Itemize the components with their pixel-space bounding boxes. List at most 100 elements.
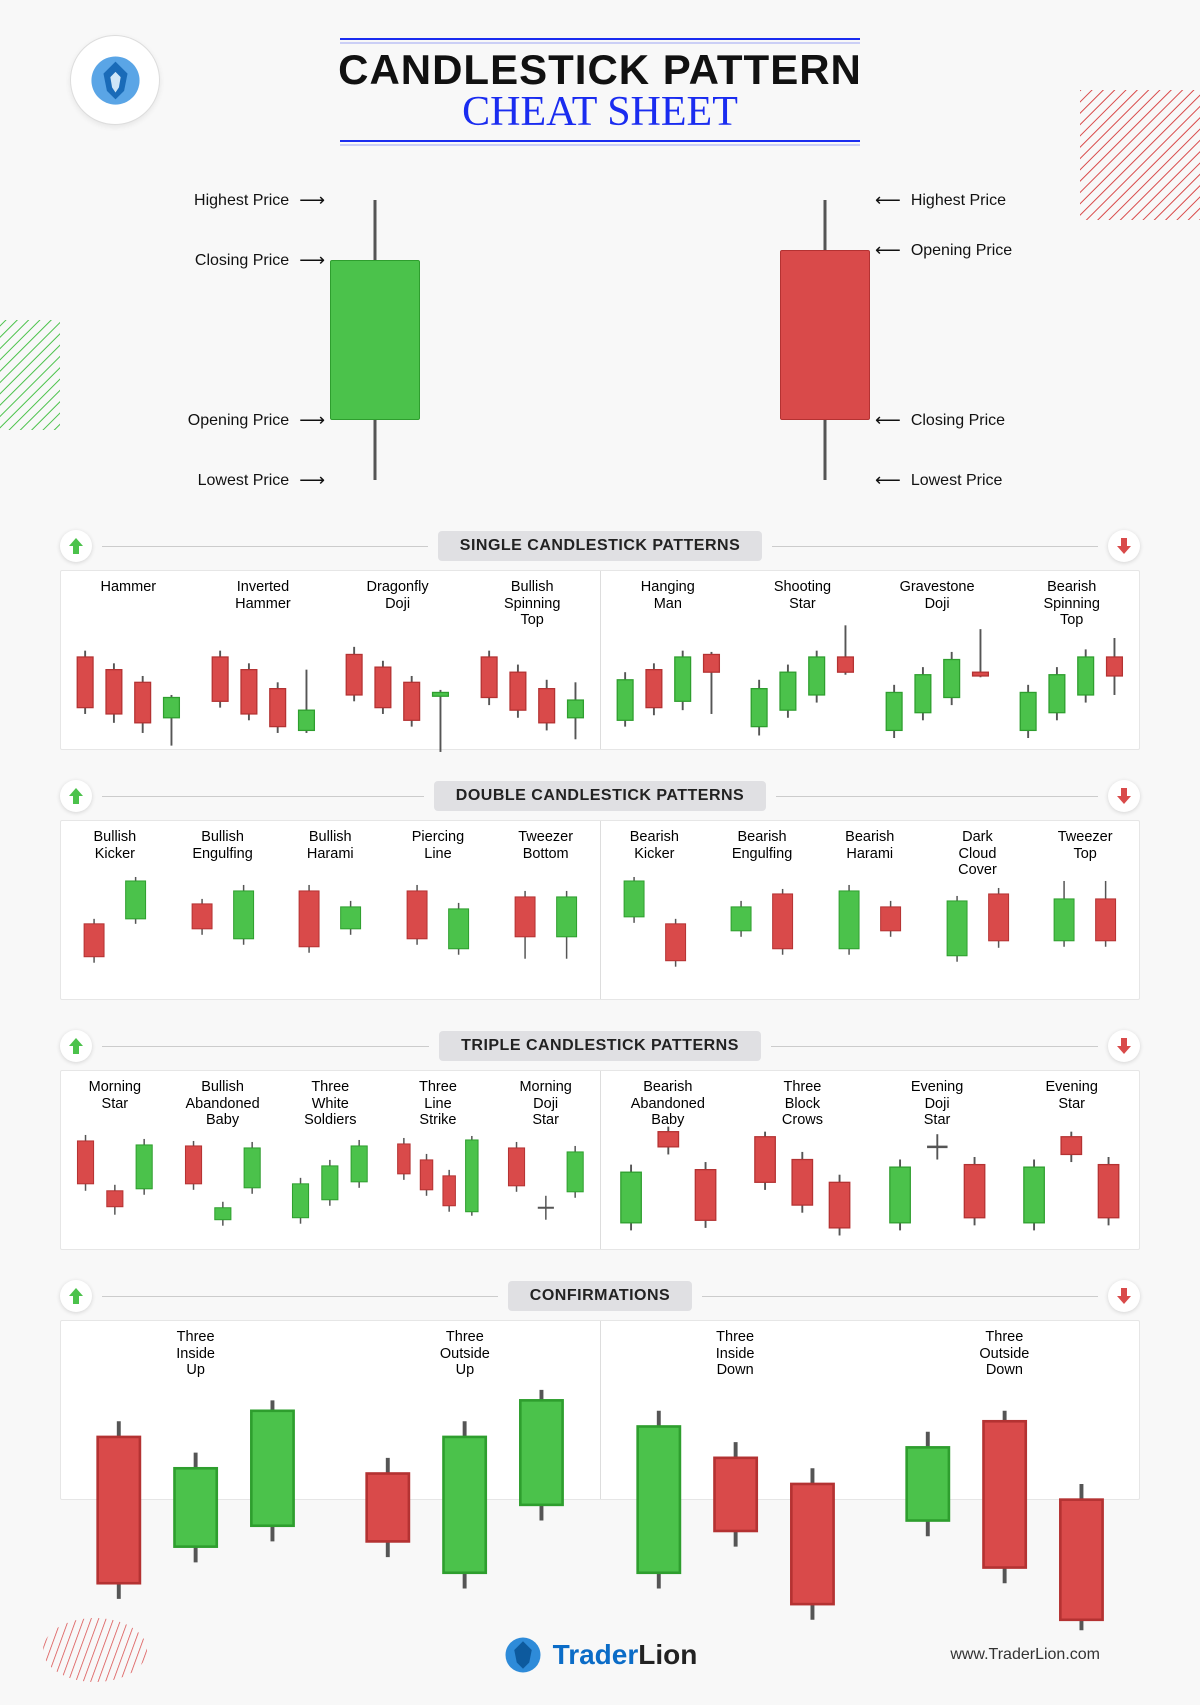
section-3: CONFIRMATIONS ThreeInsideUp ThreeOutsideUp… (60, 1278, 1140, 1500)
pattern-chart (469, 619, 596, 763)
pattern-label: BearishSpinningTop (1043, 579, 1099, 613)
pattern-chart (65, 619, 192, 763)
pattern-cell-bear-1: ThreeOutsideDown (870, 1321, 1139, 1499)
pattern-chart (65, 869, 165, 991)
section-2: TRIPLE CANDLESTICK PATTERNSMorningStarBu… (60, 1028, 1140, 1250)
title-rule-top (340, 38, 860, 40)
pattern-cell-bull-3: PiercingLine (384, 821, 492, 999)
bear-arrow-icon (1108, 530, 1140, 562)
pattern-cell-bull-0: ThreeInsideUp (61, 1321, 330, 1499)
pattern-cell-bull-0: MorningStar (61, 1071, 169, 1249)
bull-arrow-icon (60, 530, 92, 562)
pattern-cell-bear-1: ShootingStar (735, 571, 870, 749)
anatomy-label-close: Closing Price⟶ (195, 250, 325, 271)
pattern-cell-bear-2: EveningDojiStar (870, 1071, 1005, 1249)
anatomy-label-open: ⟵Opening Price (875, 240, 1012, 261)
pattern-row: ThreeInsideUp ThreeOutsideUp ThreeInsideDo… (60, 1320, 1140, 1500)
pattern-label: BullishSpinningTop (504, 579, 560, 613)
pattern-label: HangingMan (641, 579, 695, 613)
pattern-chart (605, 869, 705, 991)
pattern-cell-bull-4: MorningDojiStar (492, 1071, 600, 1249)
pattern-chart (605, 619, 732, 763)
pattern-chart (280, 1126, 380, 1241)
anatomy-bear: ⟵Highest Price⟵Opening Price⟵Closing Pri… (675, 190, 975, 490)
pattern-chart (1035, 869, 1135, 991)
hatch-mid-left (0, 320, 60, 430)
anatomy-label-open: Opening Price⟶ (188, 410, 325, 431)
pattern-label: ThreeInsideDown (716, 1329, 755, 1363)
pattern-cell-bear-4: TweezerTop (1031, 821, 1139, 999)
pattern-label: BullishEngulfing (192, 829, 252, 863)
pattern-cell-bull-0: Hammer (61, 571, 196, 749)
pattern-chart (65, 1119, 165, 1241)
pattern-label: BearishEngulfing (732, 829, 792, 863)
bear-arrow-icon (1108, 1030, 1140, 1062)
pattern-label: EveningStar (1045, 1079, 1097, 1113)
pattern-row: MorningStar BullishAbandonedBaby ThreeWhit… (60, 1070, 1140, 1250)
anatomy-label-low: Lowest Price⟶ (198, 470, 325, 491)
pattern-cell-bear-3: DarkCloudCover (924, 821, 1032, 999)
pattern-cell-bull-2: ThreeWhiteSoldiers (276, 1071, 384, 1249)
pattern-label: DragonflyDoji (367, 579, 429, 613)
pattern-row: Hammer InvertedHammer DragonflyDoji Bullish… (60, 570, 1140, 750)
pattern-chart (173, 869, 273, 991)
pattern-chart (874, 619, 1001, 763)
pattern-cell-bull-2: DragonflyDoji (330, 571, 465, 749)
pattern-label: BullishKicker (93, 829, 136, 863)
pattern-chart (605, 1119, 732, 1263)
pattern-label: BearishKicker (630, 829, 679, 863)
anatomy-bull: Highest Price⟶Closing Price⟶Opening Pric… (225, 190, 525, 490)
anatomy-label-high: Highest Price⟶ (194, 190, 325, 211)
pattern-label: ThreeInsideUp (176, 1329, 215, 1363)
pattern-label: ShootingStar (774, 579, 831, 613)
pattern-chart (874, 1119, 1001, 1263)
pattern-label: GravestoneDoji (900, 579, 975, 613)
pattern-chart (739, 1119, 866, 1263)
bull-arrow-icon (60, 1030, 92, 1062)
pattern-cell-bull-4: TweezerBottom (492, 821, 600, 999)
pattern-cell-bear-3: BearishSpinningTop (1004, 571, 1139, 749)
section-title: CONFIRMATIONS (508, 1281, 692, 1311)
lion-icon (503, 1635, 543, 1675)
pattern-label: MorningStar (89, 1079, 141, 1113)
pattern-label: BearishHarami (845, 829, 894, 863)
pattern-cell-bear-1: ThreeBlockCrows (735, 1071, 870, 1249)
pattern-cell-bear-2: GravestoneDoji (870, 571, 1005, 749)
anatomy-label-close: ⟵Closing Price (875, 410, 1005, 431)
pattern-chart (65, 1369, 326, 1661)
pattern-cell-bull-1: InvertedHammer (196, 571, 331, 749)
brand-part1: Trader (553, 1639, 639, 1670)
anatomy-label-high: ⟵Highest Price (875, 190, 1006, 211)
pattern-label: TweezerBottom (518, 829, 573, 863)
pattern-chart (496, 869, 596, 991)
footer-brand: TraderLion (503, 1635, 698, 1675)
pattern-cell-bear-0: BearishKicker (601, 821, 709, 999)
pattern-label: BullishHarami (307, 829, 354, 863)
bull-arrow-icon (60, 1280, 92, 1312)
section-0: SINGLE CANDLESTICK PATTERNSHammerInverte… (60, 528, 1140, 750)
pattern-cell-bull-0: BullishKicker (61, 821, 169, 999)
pattern-chart (712, 869, 812, 991)
pattern-label: Hammer (101, 579, 157, 613)
bear-arrow-icon (1108, 780, 1140, 812)
footer-url: www.TraderLion.com (950, 1646, 1100, 1664)
pattern-chart (200, 619, 327, 763)
bull-arrow-icon (60, 780, 92, 812)
pattern-cell-bull-1: ThreeOutsideUp (330, 1321, 599, 1499)
logo (70, 35, 160, 125)
pattern-cell-bull-2: BullishHarami (276, 821, 384, 999)
section-title: DOUBLE CANDLESTICK PATTERNS (434, 781, 766, 811)
pattern-cell-bear-1: BearishEngulfing (708, 821, 816, 999)
pattern-cell-bull-1: BullishAbandonedBaby (169, 1071, 277, 1249)
page-title: CANDLESTICK PATTERN (60, 46, 1140, 94)
pattern-label: MorningDojiStar (519, 1079, 571, 1120)
title-rule-bottom (340, 140, 860, 142)
pattern-cell-bull-3: BullishSpinningTop (465, 571, 600, 749)
pattern-cell-bull-3: ThreeLineStrike (384, 1071, 492, 1249)
pattern-cell-bear-0: ThreeInsideDown (601, 1321, 870, 1499)
pattern-chart (388, 869, 488, 991)
anatomy-label-low: ⟵Lowest Price (875, 470, 1002, 491)
pattern-chart (496, 1126, 596, 1241)
pattern-label: BullishAbandonedBaby (185, 1079, 259, 1120)
pattern-label: BearishAbandonedBaby (631, 1079, 705, 1113)
